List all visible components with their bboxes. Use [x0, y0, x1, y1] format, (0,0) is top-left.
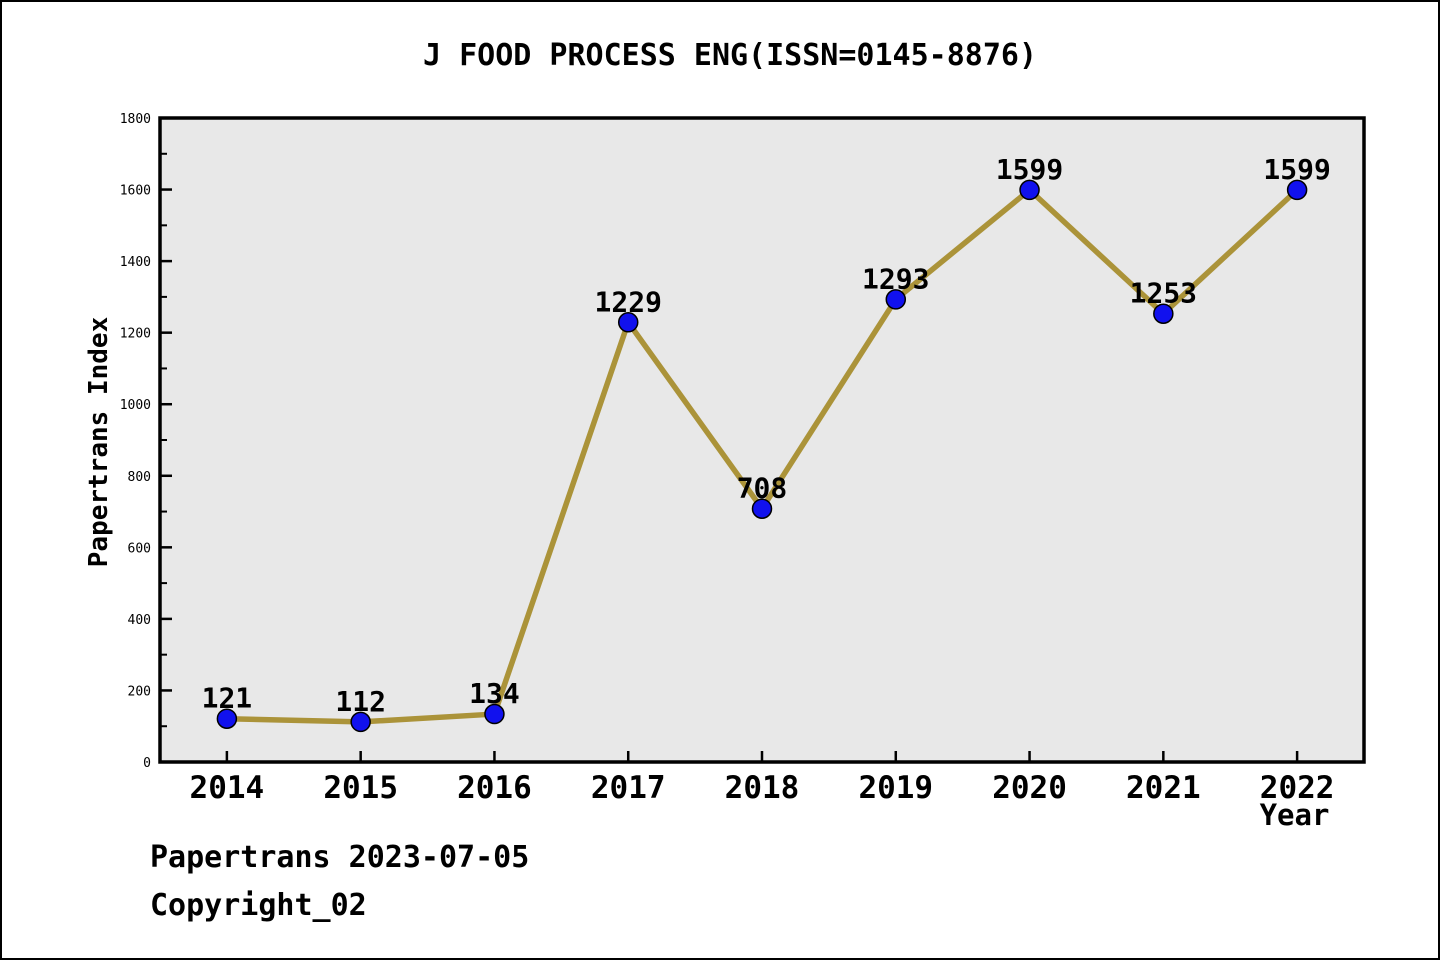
x-tick-label: 2014 — [190, 770, 265, 806]
y-tick-label: 1800 — [120, 112, 151, 127]
point-label: 134 — [469, 677, 520, 710]
chart-title: J FOOD PROCESS ENG(ISSN=0145-8876) — [422, 38, 1038, 73]
y-axis-label: Papertrans Index — [84, 316, 114, 568]
y-tick-label: 1600 — [120, 184, 151, 199]
x-tick-label: 2015 — [323, 770, 398, 806]
y-tick-label: 400 — [128, 613, 151, 628]
point-label: 112 — [335, 685, 386, 718]
x-tick-label: 2016 — [457, 770, 532, 806]
y-tick-label: 0 — [143, 756, 151, 771]
y-tick-label: 600 — [128, 541, 151, 556]
footer-date: Papertrans 2023-07-05 — [150, 840, 530, 875]
data-point — [617, 312, 639, 333]
data-point — [1019, 179, 1040, 201]
y-tick-label: 200 — [128, 684, 151, 699]
x-tick-label: 2020 — [992, 770, 1067, 806]
x-tick-label: 2019 — [858, 770, 933, 806]
data-point — [751, 498, 773, 519]
point-label: 1599 — [1263, 153, 1330, 186]
data-point — [1286, 179, 1308, 201]
x-axis-label: Year — [1259, 798, 1330, 832]
y-tick-label: 1200 — [120, 327, 151, 342]
x-tick-label: 2021 — [1126, 770, 1201, 806]
x-tick-label: 2018 — [725, 770, 800, 806]
y-tick-label: 1000 — [120, 398, 151, 413]
data-point — [350, 711, 371, 733]
y-tick-label: 800 — [128, 470, 151, 485]
data-point — [1153, 303, 1174, 324]
data-point — [216, 708, 238, 729]
point-label: 121 — [202, 682, 253, 715]
data-point — [484, 703, 505, 725]
x-tick-label: 2022 — [1260, 770, 1335, 806]
point-label: 708 — [737, 472, 788, 505]
y-tick-label: 1400 — [120, 255, 151, 270]
point-label: 1293 — [862, 262, 929, 295]
point-label: 1599 — [996, 153, 1063, 186]
point-label: 1229 — [595, 285, 662, 318]
x-tick-label: 2017 — [591, 770, 666, 806]
data-point — [885, 289, 907, 310]
footer-copyright: Copyright_02 — [150, 888, 367, 923]
plot-area — [158, 116, 1366, 764]
point-label: 1253 — [1130, 277, 1197, 310]
